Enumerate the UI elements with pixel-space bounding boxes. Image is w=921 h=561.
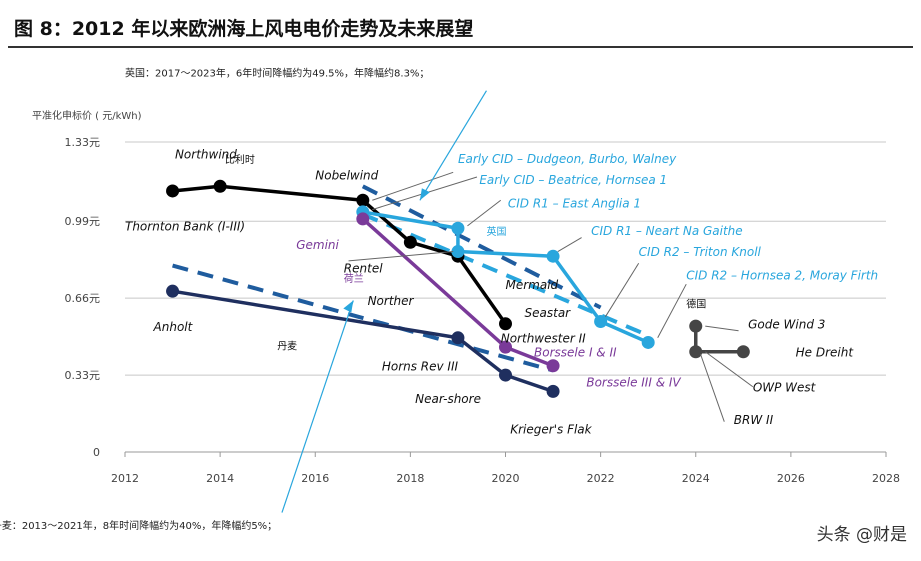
annotation-label: 德国 xyxy=(686,297,706,310)
trend-line xyxy=(172,263,554,373)
annotation-label: Horns Rev III xyxy=(382,359,459,373)
figure-title: 图 8：2012 年以来欧洲海上风电电价走势及未来展望 xyxy=(14,18,474,40)
annotation-label: Borssele I & II xyxy=(534,345,617,359)
watermark-text: 头条 @财是 xyxy=(816,525,907,545)
series-line-3 xyxy=(172,289,554,394)
annotation-label: 比利时 xyxy=(225,154,255,166)
data-point xyxy=(689,345,703,359)
data-point xyxy=(403,235,417,249)
data-point xyxy=(451,245,465,259)
data-point xyxy=(689,319,703,333)
y-axis-label: 平准化申标价 ( 元/kWh) xyxy=(32,109,142,122)
x-tick-label: 2022 xyxy=(587,472,615,485)
callout-line xyxy=(704,351,754,388)
data-point xyxy=(499,317,512,331)
y-tick-label: 0.99元 xyxy=(65,215,101,228)
callout-line xyxy=(348,251,454,262)
title-divider xyxy=(8,46,913,48)
annotation-label: Nobelwind xyxy=(315,168,378,182)
annotation-label: 英国 xyxy=(486,225,506,238)
x-tick-label: 2026 xyxy=(777,472,805,485)
data-point xyxy=(451,331,465,345)
trend-line xyxy=(361,184,602,310)
note-arrowhead-uk xyxy=(419,188,430,201)
annotation-label: Anholt xyxy=(153,320,194,334)
annotation-labels: 英国：2017～2023年，6年时间降幅约为49.5%，年降幅约8.3%； 丹麦：… xyxy=(0,67,878,532)
axes: 0 0.33元 0.66元 0.99元 1.33元 2012 2014 2016 2018 202… xyxy=(32,109,900,485)
annotation-label: OWP West xyxy=(753,380,817,394)
x-tick-label: 2020 xyxy=(492,472,520,485)
series-line-1 xyxy=(362,210,649,345)
callout-line xyxy=(657,283,687,339)
x-tick-label: 2014 xyxy=(206,472,234,485)
data-point xyxy=(213,179,227,193)
data-point xyxy=(356,212,370,226)
callout-line xyxy=(467,199,502,227)
data-point xyxy=(166,284,180,298)
annotation-label: Norther xyxy=(368,294,415,308)
annotation-label: He Dreiht xyxy=(796,345,855,359)
data-point xyxy=(166,184,180,198)
annotation-label: 荷兰 xyxy=(344,272,364,285)
annotation-label: Northwind xyxy=(175,147,237,161)
annotation-label: Mermaid xyxy=(506,278,559,292)
data-point xyxy=(499,340,512,354)
data-point xyxy=(499,368,512,382)
data-point xyxy=(546,384,560,398)
note-arrow-dk xyxy=(281,300,354,513)
callout-lines xyxy=(281,90,754,513)
note-arrowhead-dk xyxy=(343,300,354,313)
y-tick-label: 0.33元 xyxy=(65,369,101,382)
annotation-label: Gemini xyxy=(296,238,339,252)
data-point xyxy=(736,345,750,359)
annotation-label: Early CID – Beatrice, Hornsea 1 xyxy=(479,173,667,187)
annotation-label: Thornton Bank (I-III) xyxy=(125,220,245,234)
annotation-label: CID R2 – Hornsea 2, Moray Firth xyxy=(686,269,878,283)
annotation-label: BRW II xyxy=(734,413,774,427)
annotation-label: CID R2 – Triton Knoll xyxy=(639,245,762,259)
note-arrow-uk xyxy=(419,90,487,201)
annotation-label: Northwester II xyxy=(501,331,586,345)
x-tick-label: 2012 xyxy=(111,472,139,485)
y-tick-label: 0 xyxy=(93,446,100,459)
annotation-label: Seastar xyxy=(525,306,572,320)
data-point xyxy=(451,221,465,235)
annotation-label: 丹麦 xyxy=(277,340,297,352)
x-tick-label: 2018 xyxy=(396,472,424,485)
annotation-label: Rentel xyxy=(344,262,383,276)
data-point xyxy=(594,314,608,328)
callout-line xyxy=(700,353,725,422)
x-tick-label: 2024 xyxy=(682,472,710,485)
annotation-label: Gode Wind 3 xyxy=(748,317,825,331)
series-line-0 xyxy=(172,184,507,325)
annotation-label: Krieger's Flak xyxy=(510,422,592,436)
data-point xyxy=(641,335,655,349)
callout-line xyxy=(705,325,739,332)
x-tick-label: 2028 xyxy=(872,472,900,485)
annotation-label: CID R1 – Neart Na Gaithe xyxy=(591,224,743,238)
callout-line xyxy=(604,262,640,318)
annotation-label: Near-shore xyxy=(415,392,481,406)
annotation-label: CID R1 – East Anglia 1 xyxy=(508,196,641,210)
data-point xyxy=(546,249,560,263)
x-tick-label: 2016 xyxy=(301,472,329,485)
annotation-label: 英国：2017～2023年，6年时间降幅约为49.5%，年降幅约8.3%； xyxy=(125,67,429,80)
y-tick-label: 1.33元 xyxy=(65,136,101,149)
series-group xyxy=(166,179,750,398)
callout-line xyxy=(557,237,582,252)
data-point xyxy=(356,193,370,207)
callout-line xyxy=(372,171,454,201)
annotation-label: Early CID – Dudgeon, Burbo, Walney xyxy=(458,152,677,166)
annotation-label: 丹麦：2013～2021年，8年时间降幅约为40%，年降幅约5%； xyxy=(0,519,277,532)
annotation-label: Borssele III & IV xyxy=(586,376,681,390)
y-tick-label: 0.66元 xyxy=(65,292,101,305)
data-point xyxy=(546,359,560,373)
trend-lines xyxy=(172,184,649,373)
